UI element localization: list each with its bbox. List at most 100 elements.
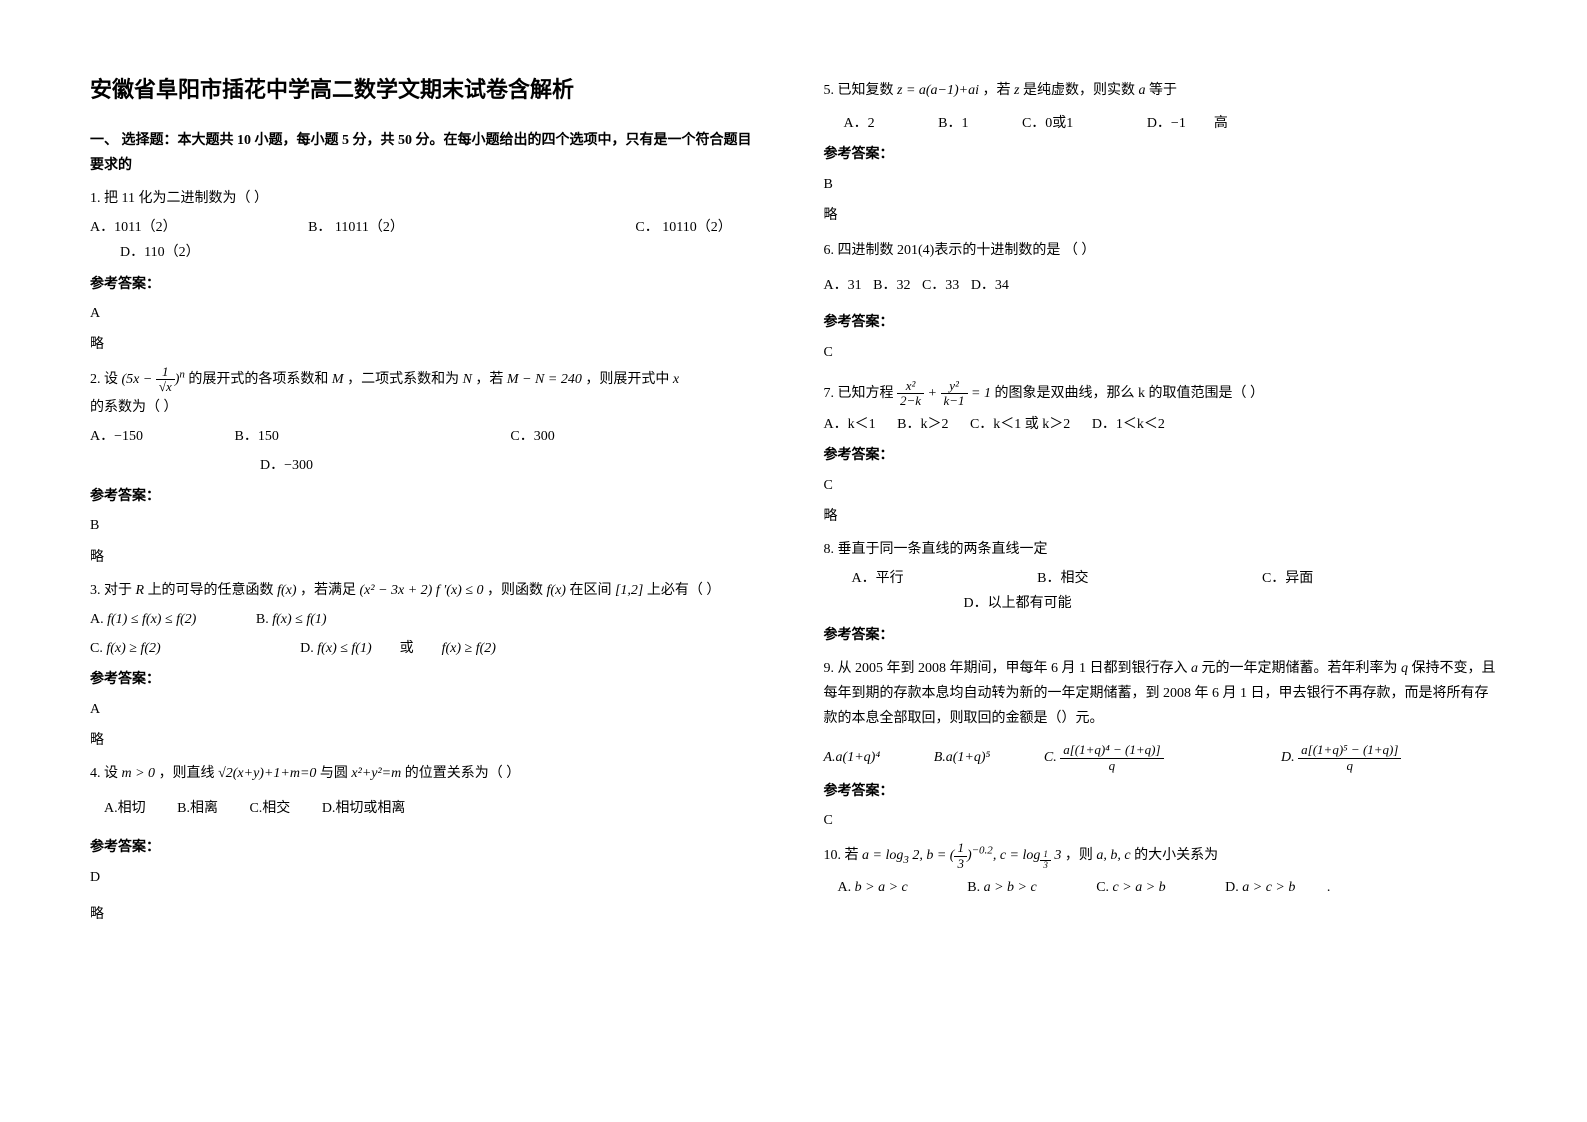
answer-label: 参考答案： — [824, 443, 1498, 468]
q9-opt-a: A.a(1+q)⁴ — [824, 745, 881, 770]
q4-pre: 4. 设 — [90, 766, 122, 781]
answer-label: 参考答案： — [824, 142, 1498, 167]
q2-opt-d: D．−300 — [260, 453, 313, 478]
q4-options: A.相切 B.相离 C.相交 D.相切或相离 — [90, 796, 764, 821]
q2-M: M — [332, 372, 344, 387]
q9-answer: C — [824, 808, 1498, 833]
q9-Dd: q — [1298, 759, 1401, 773]
answer-label: 参考答案： — [824, 310, 1498, 335]
q7-omit: 略 — [824, 504, 1498, 529]
q2-mid2: ，二项式系数和为 — [347, 372, 463, 387]
q4-m: m > 0 — [122, 766, 156, 781]
q8-options: A．平行 B．相交 C．异面 D．以上都有可能 — [824, 566, 1498, 616]
q10-D: a > c > b — [1242, 875, 1295, 900]
question-5: 5. 已知复数 z = a(a−1)+ai ，若 z 是纯虚数，则实数 a 等于 — [824, 78, 1498, 103]
q8-stem: 8. 垂直于同一条直线的两条直线一定 — [824, 542, 1048, 557]
q1-opt-a: A．1011（2） — [90, 215, 177, 240]
q2-omit: 略 — [90, 545, 764, 570]
q3-D-or: 或 — [400, 636, 414, 661]
q10-mid: ，则 — [1065, 848, 1097, 863]
question-10: 10. 若 a = log3 2, b = (13)−0.2, c = log1… — [824, 841, 1498, 871]
q6-opt-c: C．33 — [922, 273, 959, 298]
q5-mid: ，若 — [983, 83, 1015, 98]
q3-opt-c: C. f(x) ≥ f(2) — [90, 636, 189, 661]
question-3: 3. 对于 R 上的可导的任意函数 f(x) ，若满足 (x² − 3x + 2… — [90, 578, 764, 603]
q2-mid: 的展开式的各项系数和 — [188, 372, 332, 387]
q3-tail: 上必有（ ） — [647, 583, 721, 598]
q3-int: [1,2] — [615, 583, 643, 598]
q5-omit: 略 — [824, 203, 1498, 228]
q3-mid1: 上的可导的任意函数 — [148, 583, 278, 598]
q4-answer: D — [90, 865, 764, 890]
q5-tail: 等于 — [1149, 83, 1177, 98]
q7-eq: x²2−k + y²k−1 = 1 — [897, 379, 991, 409]
q1-opt-d: D．110（2） — [120, 240, 200, 265]
q10-opt-b: B. a > b > c — [967, 875, 1064, 900]
q7-pre: 7. 已知方程 — [824, 386, 898, 401]
q3-B-math: f(x) ≤ f(1) — [272, 607, 326, 632]
section-1-heading: 一、 选择题：本大题共 10 小题，每小题 5 分，共 50 分。在每小题给出的… — [90, 128, 764, 178]
q2-formula: (5x − 1√x)n — [122, 365, 185, 395]
q5-opt-d-note: 高 — [1214, 111, 1228, 136]
q3-A-math: f(1) ≤ f(x) ≤ f(2) — [107, 607, 196, 632]
q8-opt-b: B．相交 — [1037, 566, 1088, 591]
q3-R: R — [136, 583, 145, 598]
left-column: 安徽省阜阳市插花中学高二数学文期末试卷含解析 一、 选择题：本大题共 10 小题… — [90, 70, 764, 1052]
q7-options: A．k＜1 B．k＞2 C．k＜1 或 k＞2 D．1＜k＜2 — [824, 412, 1498, 437]
q3-omit: 略 — [90, 728, 764, 753]
q10-cond: a = log3 2, b = (13)−0.2, c = log13 3 — [862, 841, 1061, 871]
q3-fx: f(x) — [277, 583, 296, 598]
q2-mid3: ，若 — [475, 372, 507, 387]
q4-opt-b: B.相离 — [177, 796, 218, 821]
q5-mid2: 是纯虚数，则实数 — [1023, 83, 1139, 98]
q9-a: a — [1191, 661, 1198, 676]
q7-opt-c: C．k＜1 或 k＞2 — [970, 412, 1070, 437]
q10-tail: 的大小关系为 — [1134, 848, 1218, 863]
q3-options-row2: C. f(x) ≥ f(2) D. f(x) ≤ f(1) 或 f(x) ≥ f… — [90, 636, 764, 661]
q9-options: A.a(1+q)⁴ B.a(1+q)⁵ C. a[(1+q)⁴ − (1+q)]… — [824, 743, 1498, 773]
q4-opt-c: C.相交 — [249, 796, 290, 821]
q5-opt-a: A．2 — [844, 111, 875, 136]
question-1: 1. 把 11 化为二进制数为（ ） — [90, 186, 764, 211]
q10-B: a > b > c — [984, 875, 1037, 900]
question-7: 7. 已知方程 x²2−k + y²k−1 = 1 的图象是双曲线，那么 k 的… — [824, 379, 1498, 409]
q7-answer: C — [824, 473, 1498, 498]
q3-opt-b: B. f(x) ≤ f(1) — [256, 607, 355, 632]
q4-mid2: 与圆 — [320, 766, 352, 781]
answer-label: 参考答案： — [90, 667, 764, 692]
q5-z: z = a(a−1)+ai — [897, 83, 979, 98]
q3-mid4: 在区间 — [569, 583, 615, 598]
q6-opt-b: B．32 — [873, 273, 910, 298]
q3-pre: 3. 对于 — [90, 583, 136, 598]
question-9: 9. 从 2005 年到 2008 年期间，甲每年 6 月 1 日都到银行存入 … — [824, 656, 1498, 732]
q3-mid2: ，若满足 — [300, 583, 360, 598]
q2-pre: 2. 设 — [90, 372, 122, 387]
q4-mid1: ，则直线 — [159, 766, 219, 781]
q3-mid3: ，则函数 — [487, 583, 547, 598]
q10-C: c > a > b — [1113, 875, 1166, 900]
q5-a: a — [1138, 83, 1145, 98]
q3-opt-a: A. f(1) ≤ f(x) ≤ f(2) — [90, 607, 224, 632]
q6-options: A．31 B．32 C．33 D．34 — [824, 273, 1498, 298]
answer-label: 参考答案： — [90, 484, 764, 509]
q7-tail: 的图象是双曲线，那么 k 的取值范围是（ ） — [995, 386, 1265, 401]
q5-zz: z — [1014, 83, 1019, 98]
q5-opt-b: B．1 — [938, 111, 968, 136]
q9-q: q — [1401, 661, 1408, 676]
q1-options: A．1011（2） B． 11011（2） C． 10110（2） D．110（… — [90, 215, 764, 265]
q1-stem: 1. 把 11 化为二进制数为（ ） — [90, 191, 268, 206]
q9-Cn: a[(1+q)⁴ − (1+q)] — [1060, 743, 1163, 758]
q2-opt-c: C．300 — [510, 424, 554, 449]
q4-circ: x²+y²=m — [351, 766, 401, 781]
q5-opt-d: D．−1 — [1147, 111, 1186, 136]
q7-opt-b: B．k＞2 — [897, 412, 948, 437]
q3-options-row1: A. f(1) ≤ f(x) ≤ f(2) B. f(x) ≤ f(1) — [90, 607, 764, 632]
q2-x: x — [673, 372, 679, 387]
q10-abc: a, b, c — [1096, 848, 1130, 863]
question-4: 4. 设 m > 0 ，则直线 √2(x+y)+1+m=0 与圆 x²+y²=m… — [90, 761, 764, 786]
q2-mid4: ，则展开式中 — [585, 372, 673, 387]
q2-options-2: D．−300 — [90, 453, 764, 478]
answer-label: 参考答案： — [824, 623, 1498, 648]
doc-title: 安徽省阜阳市插花中学高二数学文期末试卷含解析 — [90, 70, 764, 110]
question-8: 8. 垂直于同一条直线的两条直线一定 — [824, 537, 1498, 562]
